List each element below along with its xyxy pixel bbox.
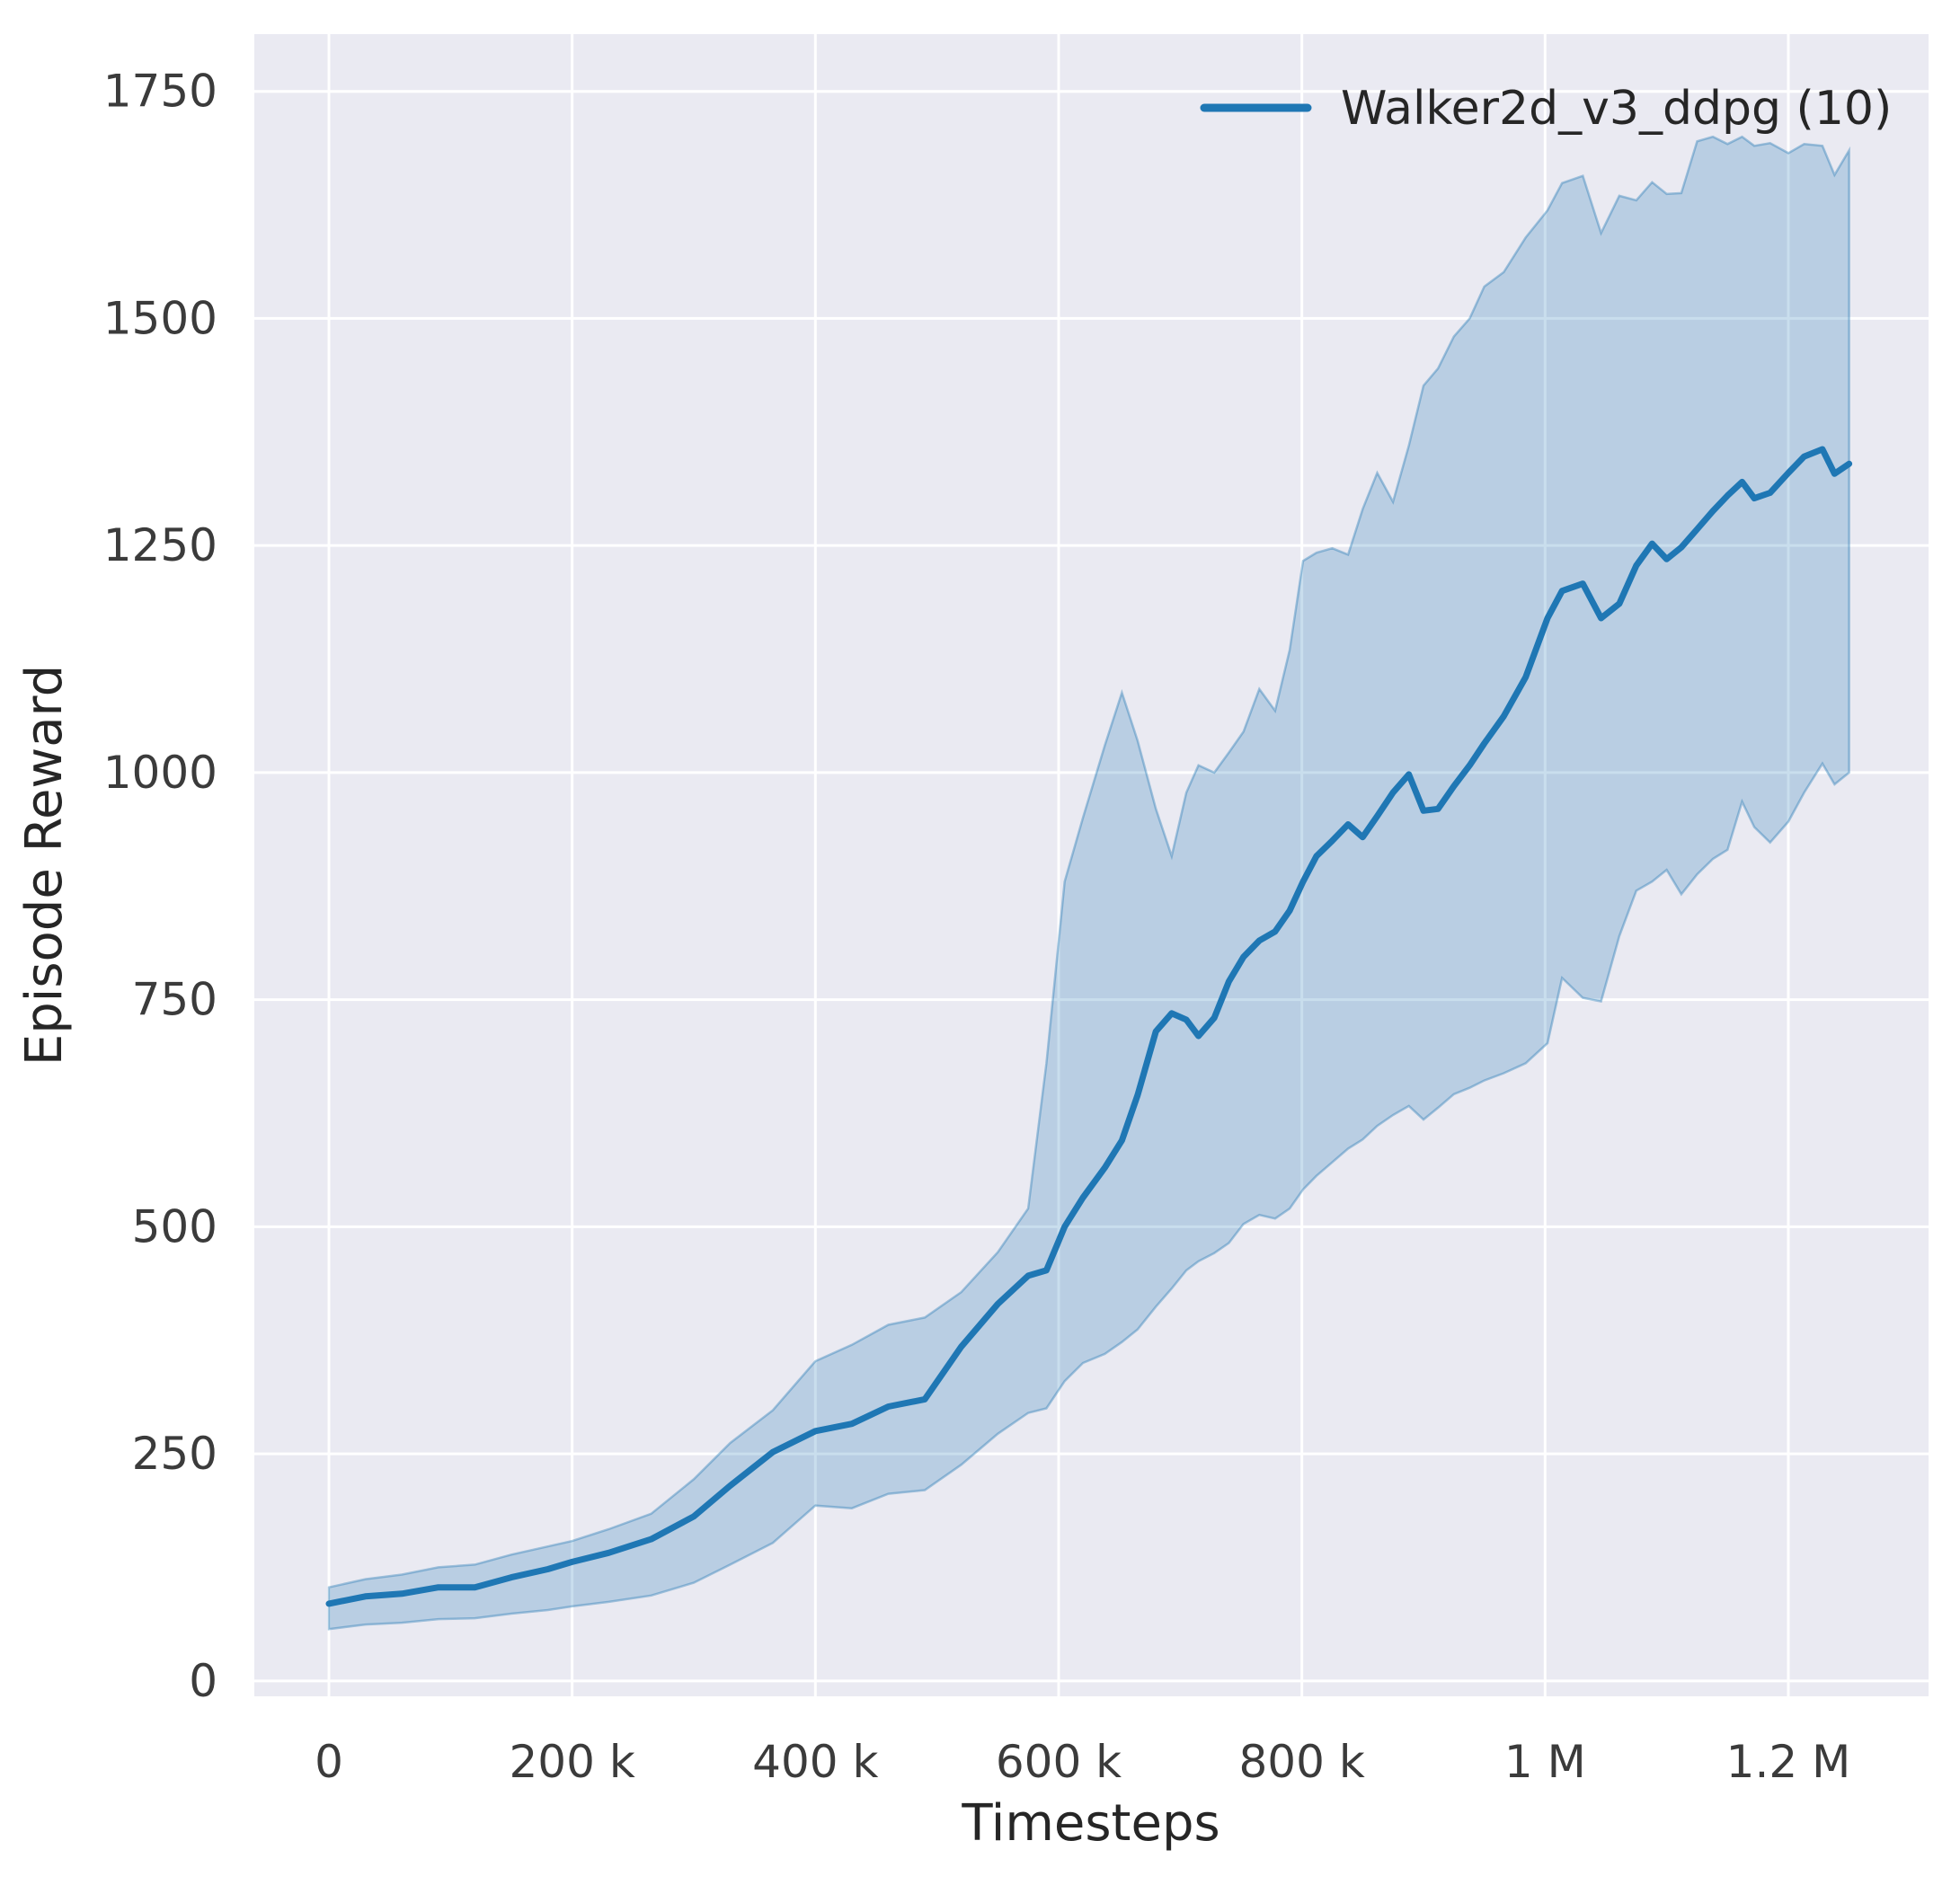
y-tick-label: 1750 [103, 66, 217, 118]
y-tick-label: 1250 [103, 519, 217, 571]
mean-reward-line [325, 446, 1853, 1607]
x-tick-label: 600 k [996, 1736, 1122, 1788]
y-tick-label: 750 [132, 974, 217, 1026]
y-tick-label: 250 [132, 1428, 217, 1480]
gridlines [254, 34, 1929, 1696]
x-tick-label: 1 M [1504, 1736, 1586, 1788]
confidence-band [327, 135, 1850, 1631]
x-axis-label: Timesteps [961, 1794, 1219, 1853]
y-tick-label: 1000 [103, 747, 217, 799]
x-tick-label: 800 k [1238, 1736, 1364, 1788]
x-tick-labels: 0 200 k 400 k 600 k 800 k 1 M 1.2 M [315, 1736, 1850, 1788]
y-tick-label: 1500 [103, 292, 217, 344]
x-tick-label: 200 k [510, 1736, 635, 1788]
legend: Walker2d_v3_ddpg (10) [1200, 82, 1892, 136]
y-tick-labels: 0 250 500 750 1000 1250 1500 1750 [103, 66, 217, 1707]
y-axis-label: Episode Reward [15, 665, 74, 1066]
y-tick-label: 0 [189, 1655, 217, 1707]
x-tick-label: 0 [315, 1736, 343, 1788]
x-tick-label: 400 k [752, 1736, 878, 1788]
y-tick-label: 500 [132, 1200, 217, 1252]
x-tick-label: 1.2 M [1726, 1736, 1851, 1788]
plot-background [254, 34, 1929, 1696]
legend-label: Walker2d_v3_ddpg (10) [1341, 82, 1892, 136]
